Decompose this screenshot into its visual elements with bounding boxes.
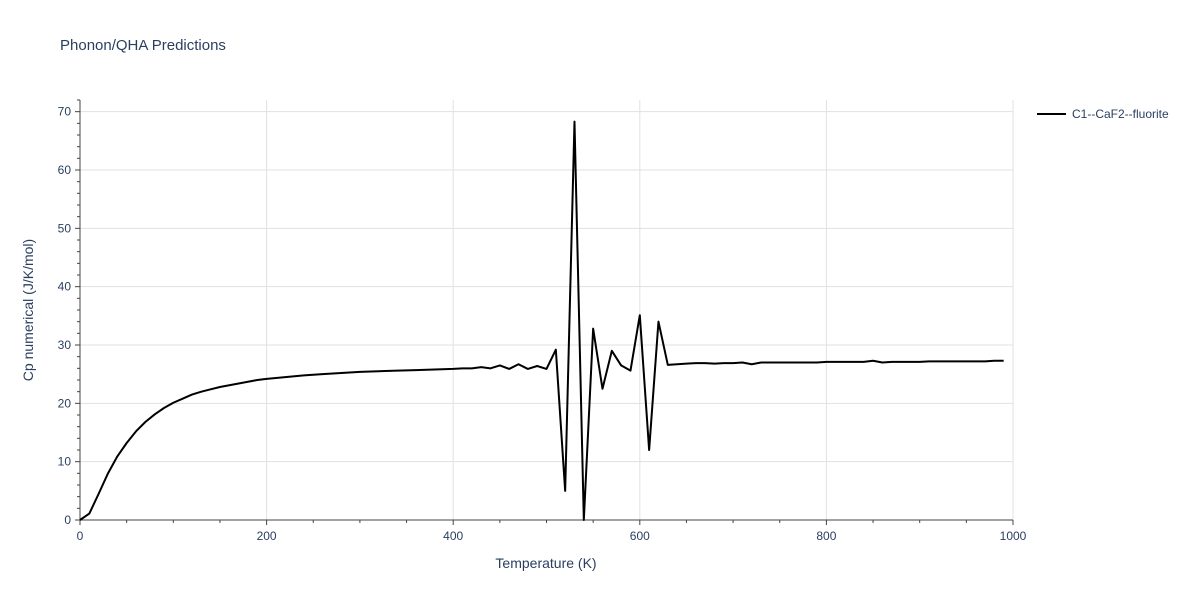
y-tick-label: 40: [58, 280, 72, 294]
y-tick-labels: 0 10 20 30 40 50 60 70: [58, 105, 72, 527]
x-tick-label: 200: [257, 529, 277, 543]
y-tick-label: 60: [58, 163, 72, 177]
y-tick-label: 20: [58, 396, 72, 410]
series-layer: [79, 120, 1004, 521]
x-tick-label: 400: [443, 529, 463, 543]
series-line: [79, 120, 1004, 521]
axes: [75, 99, 1014, 525]
x-axis-label: Temperature (K): [495, 555, 596, 571]
x-tick-labels: 0 200 400 600 800 1000: [77, 529, 1027, 543]
chart-title: Phonon/QHA Predictions: [60, 37, 226, 54]
x-tick-label: 0: [77, 529, 84, 543]
legend[interactable]: C1--CaF2--fluorite: [1037, 107, 1169, 121]
y-tick-label: 0: [64, 513, 71, 527]
y-tick-label: 50: [58, 221, 72, 235]
y-tick-label: 70: [58, 105, 72, 119]
x-tick-label: 1000: [1000, 529, 1027, 543]
y-axis-label: Cp numerical (J/K/mol): [20, 239, 36, 381]
x-tick-label: 600: [630, 529, 650, 543]
legend-label[interactable]: C1--CaF2--fluorite: [1072, 107, 1169, 121]
y-tick-label: 10: [58, 455, 72, 469]
x-tick-label: 800: [816, 529, 836, 543]
y-tick-label: 30: [58, 338, 72, 352]
grid: [80, 100, 1014, 520]
